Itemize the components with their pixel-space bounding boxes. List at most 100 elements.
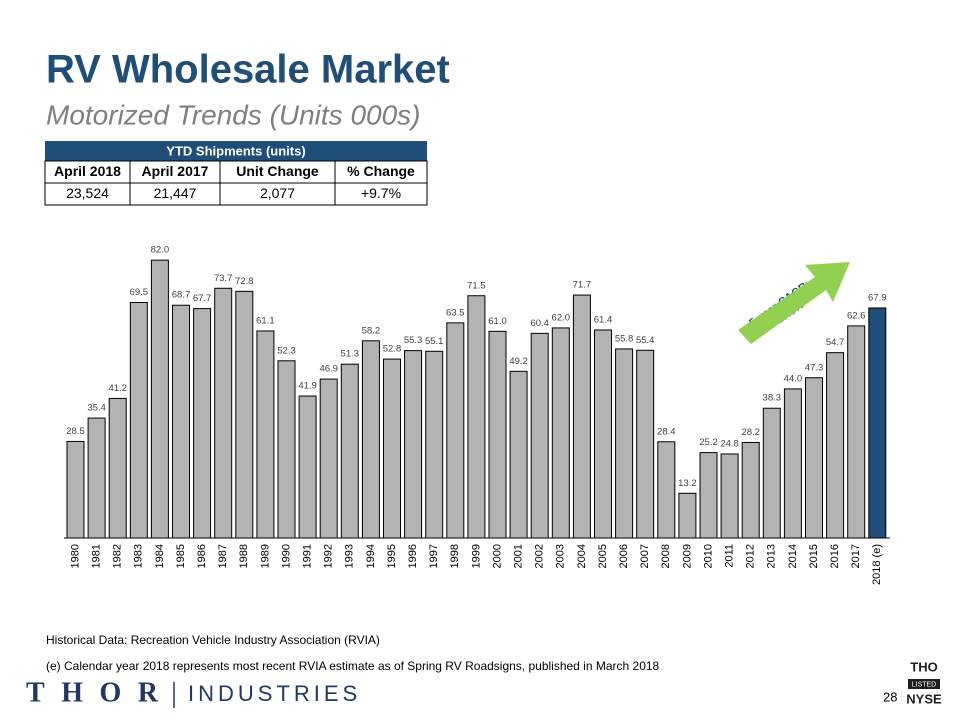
x-tick-label: 2010 — [702, 544, 714, 568]
ticker: THO — [910, 659, 937, 674]
data-label: 72.8 — [235, 276, 254, 287]
x-tick-label: 1999 — [470, 544, 482, 568]
data-label: 82.0 — [151, 245, 170, 256]
data-label: 61.1 — [256, 315, 275, 326]
table-title-bg — [45, 141, 427, 161]
data-label: 55.3 — [404, 335, 423, 346]
chart: 28.5 1980 35.4 1981 41.2 1982 69.5 1983 82.0 1984… — [64, 245, 890, 585]
x-tick-label: 2003 — [555, 544, 567, 568]
x-tick-label: 2006 — [618, 544, 630, 568]
data-label: 25.2 — [699, 437, 718, 448]
data-label: 71.7 — [573, 280, 592, 291]
x-tick-label: 1984 — [154, 544, 166, 568]
bar — [108, 397, 127, 539]
bar — [551, 327, 570, 539]
cell-text: +9.7% — [361, 185, 401, 201]
ytd-table: YTD Shipments (units) April 2018 April 201… — [44, 141, 428, 206]
bar — [214, 287, 233, 539]
bar — [277, 360, 296, 539]
footnote: Historical Data: Recreation Vehicle Indu… — [46, 633, 380, 647]
bar — [383, 358, 401, 539]
data-label: 28.2 — [741, 427, 760, 438]
bar — [699, 452, 718, 539]
data-label: 54.7 — [826, 337, 845, 348]
x-tick-label: 1991 — [302, 544, 314, 568]
bar — [636, 349, 655, 539]
data-label: 24.8 — [720, 438, 739, 449]
bar — [340, 363, 359, 539]
cagr-arrow — [738, 262, 850, 344]
header-text: % Change — [347, 163, 415, 179]
x-tick-label: 1987 — [217, 544, 229, 568]
bar — [446, 322, 465, 539]
x-tick-label: 1986 — [196, 544, 208, 568]
data-label: 67.7 — [193, 293, 212, 304]
x-tick-label: 2009 — [681, 544, 693, 568]
page-number: 28 — [883, 689, 897, 704]
bar — [720, 453, 739, 539]
data-label: 69.5 — [130, 287, 149, 298]
bar — [150, 259, 169, 539]
x-tick-label: 2002 — [534, 544, 546, 568]
slide-subtitle: Motorized Trends (Units 000s) — [46, 99, 421, 130]
bar — [741, 441, 760, 539]
cell-text: 21,447 — [154, 185, 197, 201]
bar — [425, 350, 444, 539]
x-tick-label: 2012 — [745, 544, 757, 568]
x-tick-label: 2016 — [829, 544, 841, 568]
listed: LISTED — [912, 681, 937, 688]
x-tick-label: 2004 — [576, 544, 588, 568]
bar — [572, 294, 591, 539]
bar — [488, 330, 507, 539]
bar — [868, 307, 887, 539]
x-tick-label: 2005 — [597, 544, 609, 568]
x-tick-label: 1997 — [428, 544, 440, 568]
x-tick-label: 2007 — [639, 544, 651, 568]
x-tick-label: 1994 — [365, 544, 377, 568]
data-label: 49.2 — [509, 356, 528, 367]
header-text: April 2017 — [142, 163, 209, 179]
bar — [530, 332, 549, 539]
x-tick-label: 1996 — [407, 544, 419, 568]
bar — [847, 325, 866, 539]
x-tick-label: 2011 — [724, 544, 736, 568]
cell-text: 23,524 — [66, 185, 109, 201]
bar — [615, 348, 634, 539]
bar — [657, 441, 676, 539]
bar — [66, 440, 85, 539]
data-label: 61.4 — [594, 314, 613, 325]
data-label: 62.0 — [552, 312, 571, 323]
data-label: 47.3 — [805, 362, 824, 373]
footnote: (e) Calendar year 2018 represents most r… — [46, 659, 660, 673]
data-label: 62.6 — [847, 310, 866, 321]
data-label: 52.8 — [383, 344, 402, 355]
x-tick-label: 2008 — [660, 544, 672, 568]
data-label: 52.3 — [277, 345, 296, 356]
data-label: 28.4 — [657, 426, 676, 437]
bar — [805, 377, 823, 539]
x-tick-label: 1981 — [91, 544, 103, 568]
data-label: 55.1 — [425, 336, 444, 347]
bar — [594, 329, 612, 539]
bar — [404, 350, 423, 539]
bar — [87, 417, 106, 539]
data-label: 51.3 — [341, 349, 360, 360]
data-label: 68.7 — [172, 290, 191, 301]
x-tick-label: 1982 — [112, 544, 124, 568]
bar — [129, 302, 148, 539]
x-tick-label: 2018 (e) — [871, 544, 883, 585]
data-label: 35.4 — [87, 403, 106, 414]
data-label: 63.5 — [446, 307, 465, 318]
table-title: YTD Shipments (units) — [166, 143, 305, 158]
bar — [256, 330, 275, 539]
x-tick-label: 1985 — [175, 544, 187, 568]
x-tick-label: 1998 — [449, 544, 461, 568]
header-text: Unit Change — [236, 163, 319, 179]
data-label: 38.3 — [763, 393, 782, 404]
bar — [783, 388, 802, 539]
x-tick-label: 2000 — [491, 544, 503, 568]
bar — [762, 407, 781, 539]
exchange: NYSE — [906, 691, 942, 706]
bar — [361, 340, 380, 539]
bar — [298, 395, 317, 539]
